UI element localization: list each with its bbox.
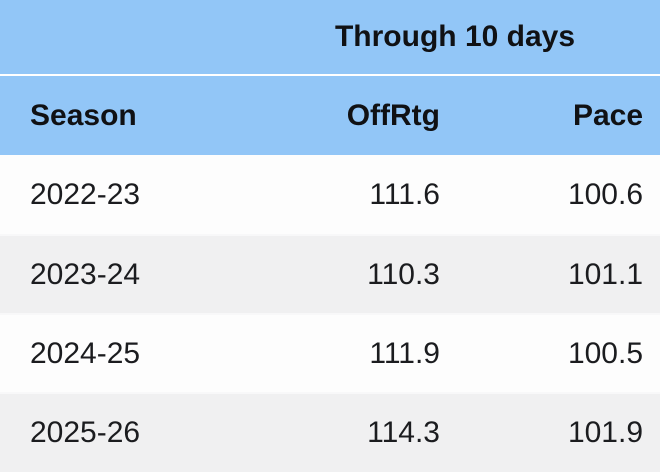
group-header-spacer xyxy=(0,0,250,76)
column-header-season: Season xyxy=(0,76,250,155)
table-body: 2022-23 111.6 100.6 2023-24 110.3 101.1 … xyxy=(0,155,660,472)
table-row: 2022-23 111.6 100.6 xyxy=(0,155,660,234)
season-cell: 2024-25 xyxy=(0,313,250,392)
pace-cell: 100.5 xyxy=(440,313,660,392)
pace-cell: 100.6 xyxy=(440,155,660,234)
offrtg-cell: 110.3 xyxy=(250,234,440,313)
season-cell: 2022-23 xyxy=(0,155,250,234)
table-row: 2024-25 111.9 100.5 xyxy=(0,313,660,392)
column-header-offrtg: OffRtg xyxy=(250,76,440,155)
table-row: 2025-26 114.3 101.9 xyxy=(0,392,660,472)
season-cell: 2023-24 xyxy=(0,234,250,313)
column-header-pace: Pace xyxy=(440,76,660,155)
column-header-row: Season OffRtg Pace xyxy=(0,76,660,155)
table-row: 2023-24 110.3 101.1 xyxy=(0,234,660,313)
pace-cell: 101.9 xyxy=(440,392,660,472)
pace-cell: 101.1 xyxy=(440,234,660,313)
season-cell: 2025-26 xyxy=(0,392,250,472)
offrtg-cell: 111.9 xyxy=(250,313,440,392)
offrtg-cell: 111.6 xyxy=(250,155,440,234)
group-header-label: Through 10 days xyxy=(250,0,660,76)
table-header: Through 10 days Season OffRtg Pace xyxy=(0,0,660,155)
offrtg-cell: 114.3 xyxy=(250,392,440,472)
group-header-row: Through 10 days xyxy=(0,0,660,76)
